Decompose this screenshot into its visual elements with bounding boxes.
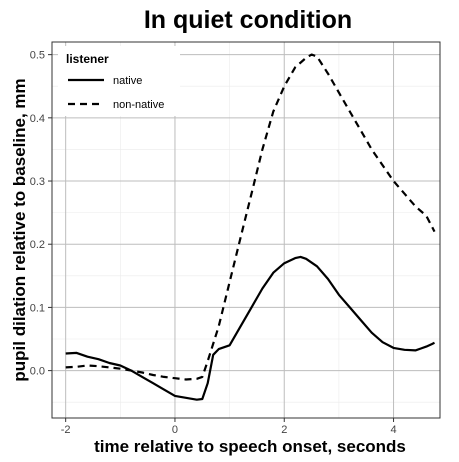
legend-label-native: native: [113, 75, 142, 87]
legend: listener native non-native: [58, 46, 180, 116]
series-layer: [65, 53, 436, 401]
y-tick-label: 0.2: [30, 239, 45, 251]
y-axis-label: pupil dilation relative to baseline, mm: [10, 78, 29, 381]
y-tick-label: 0.1: [30, 302, 45, 314]
y-tick-label: 0.0: [30, 366, 45, 378]
legend-label-non-native: non-native: [113, 99, 164, 111]
plot-border: [51, 41, 441, 419]
x-tick-label: 4: [390, 424, 396, 436]
x-tick-label: 0: [172, 424, 178, 436]
y-tick-label: 0.3: [30, 176, 45, 188]
axis-ticks: -2 0 2 4 0.0 0.1 0.2 0.3 0.4 0.5: [30, 50, 397, 436]
series-line-native: [65, 255, 435, 401]
legend-entries: native non-native: [68, 75, 164, 111]
y-tick-label: 0.4: [30, 113, 45, 125]
y-tick-label: 0.5: [30, 50, 45, 62]
x-axis-label: time relative to speech onset, seconds: [94, 437, 406, 456]
x-tick-label: 2: [281, 424, 287, 436]
chart-title: In quiet condition: [144, 6, 352, 34]
x-tick-label: -2: [61, 424, 71, 436]
series-line-non-native: [65, 53, 436, 381]
legend-title: listener: [66, 52, 109, 66]
